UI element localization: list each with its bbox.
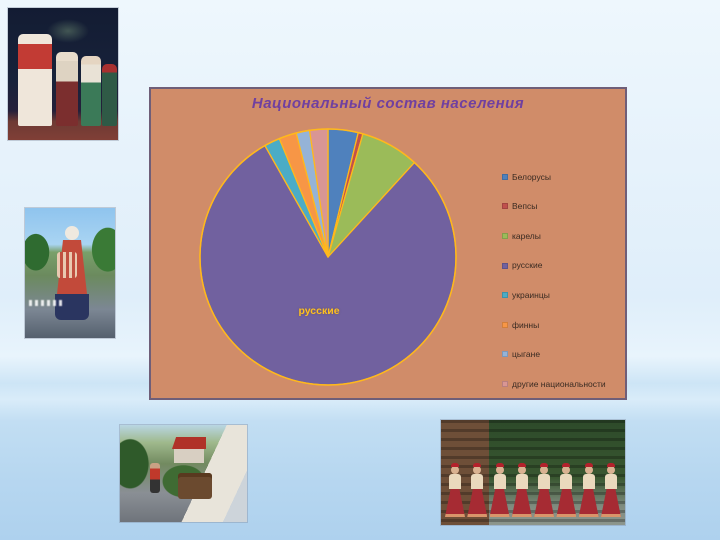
- village-well: [178, 473, 212, 499]
- dancer-figure: [534, 463, 555, 517]
- costumed-figure: [150, 463, 160, 493]
- legend-marker-icon: [502, 321, 508, 328]
- costumed-figure: [102, 64, 117, 126]
- legend-label: украинцы: [512, 289, 550, 300]
- house-roof: [172, 437, 206, 449]
- legend-marker-icon: [502, 173, 508, 180]
- legend-item: цыгане: [502, 340, 626, 370]
- legend-marker-icon: [502, 292, 508, 299]
- photo-folk-group-stage: [8, 8, 118, 140]
- legend-label: Белорусы: [512, 171, 551, 182]
- legend-item: Белорусы: [502, 162, 626, 192]
- dancers-row: [445, 463, 621, 517]
- legend-label: другие национальности: [512, 378, 606, 389]
- costumed-figure: [18, 34, 52, 126]
- legend-marker-icon: [502, 351, 508, 358]
- legend-label: Вепсы: [512, 201, 538, 212]
- costumed-figure: [55, 226, 89, 322]
- legend-item: Вепсы: [502, 192, 626, 222]
- figure-head: [65, 226, 79, 240]
- photo-woman-folk-costume: [25, 208, 115, 338]
- dancer-figure: [445, 463, 465, 517]
- dancer-figure: [467, 463, 488, 517]
- photo-folk-dancers: [441, 420, 625, 525]
- pie-outline: [199, 128, 457, 386]
- pie-chart: [199, 128, 457, 386]
- legend-item: русские: [502, 251, 626, 281]
- legend-marker-icon: [502, 203, 508, 210]
- dancer-figure: [511, 463, 532, 517]
- dancer-figure: [489, 463, 510, 517]
- legend-item: финны: [502, 310, 626, 340]
- costumed-figure: [81, 56, 101, 126]
- dancer-figure: [600, 463, 621, 517]
- chart-legend: Белорусы Вепсы карелы русские украинцы финны ц…: [502, 162, 626, 399]
- dancer-figure: [578, 463, 599, 517]
- photo-watermark: [29, 300, 63, 306]
- legend-marker-icon: [502, 262, 508, 269]
- legend-marker-icon: [502, 232, 508, 239]
- house-wall: [174, 449, 204, 463]
- chart-title: Национальный состав населения: [251, 95, 525, 112]
- legend-label: финны: [512, 319, 540, 330]
- photo-village-scene: [120, 425, 247, 522]
- legend-marker-icon: [502, 380, 508, 387]
- legend-label: русские: [512, 260, 543, 271]
- legend-label: карелы: [512, 230, 541, 241]
- legend-item: карелы: [502, 221, 626, 251]
- legend-item: другие национальности: [502, 369, 626, 399]
- legend-label: цыгане: [512, 349, 541, 360]
- figure-apron: [57, 252, 77, 278]
- costumed-figure: [56, 52, 78, 126]
- dancer-figure: [556, 463, 577, 517]
- figure-skirt: [55, 294, 89, 320]
- legend-item: украинцы: [502, 280, 626, 310]
- chart-panel: Национальный состав населения русские Бе…: [149, 87, 627, 400]
- pie-slice-label: русские: [298, 305, 340, 317]
